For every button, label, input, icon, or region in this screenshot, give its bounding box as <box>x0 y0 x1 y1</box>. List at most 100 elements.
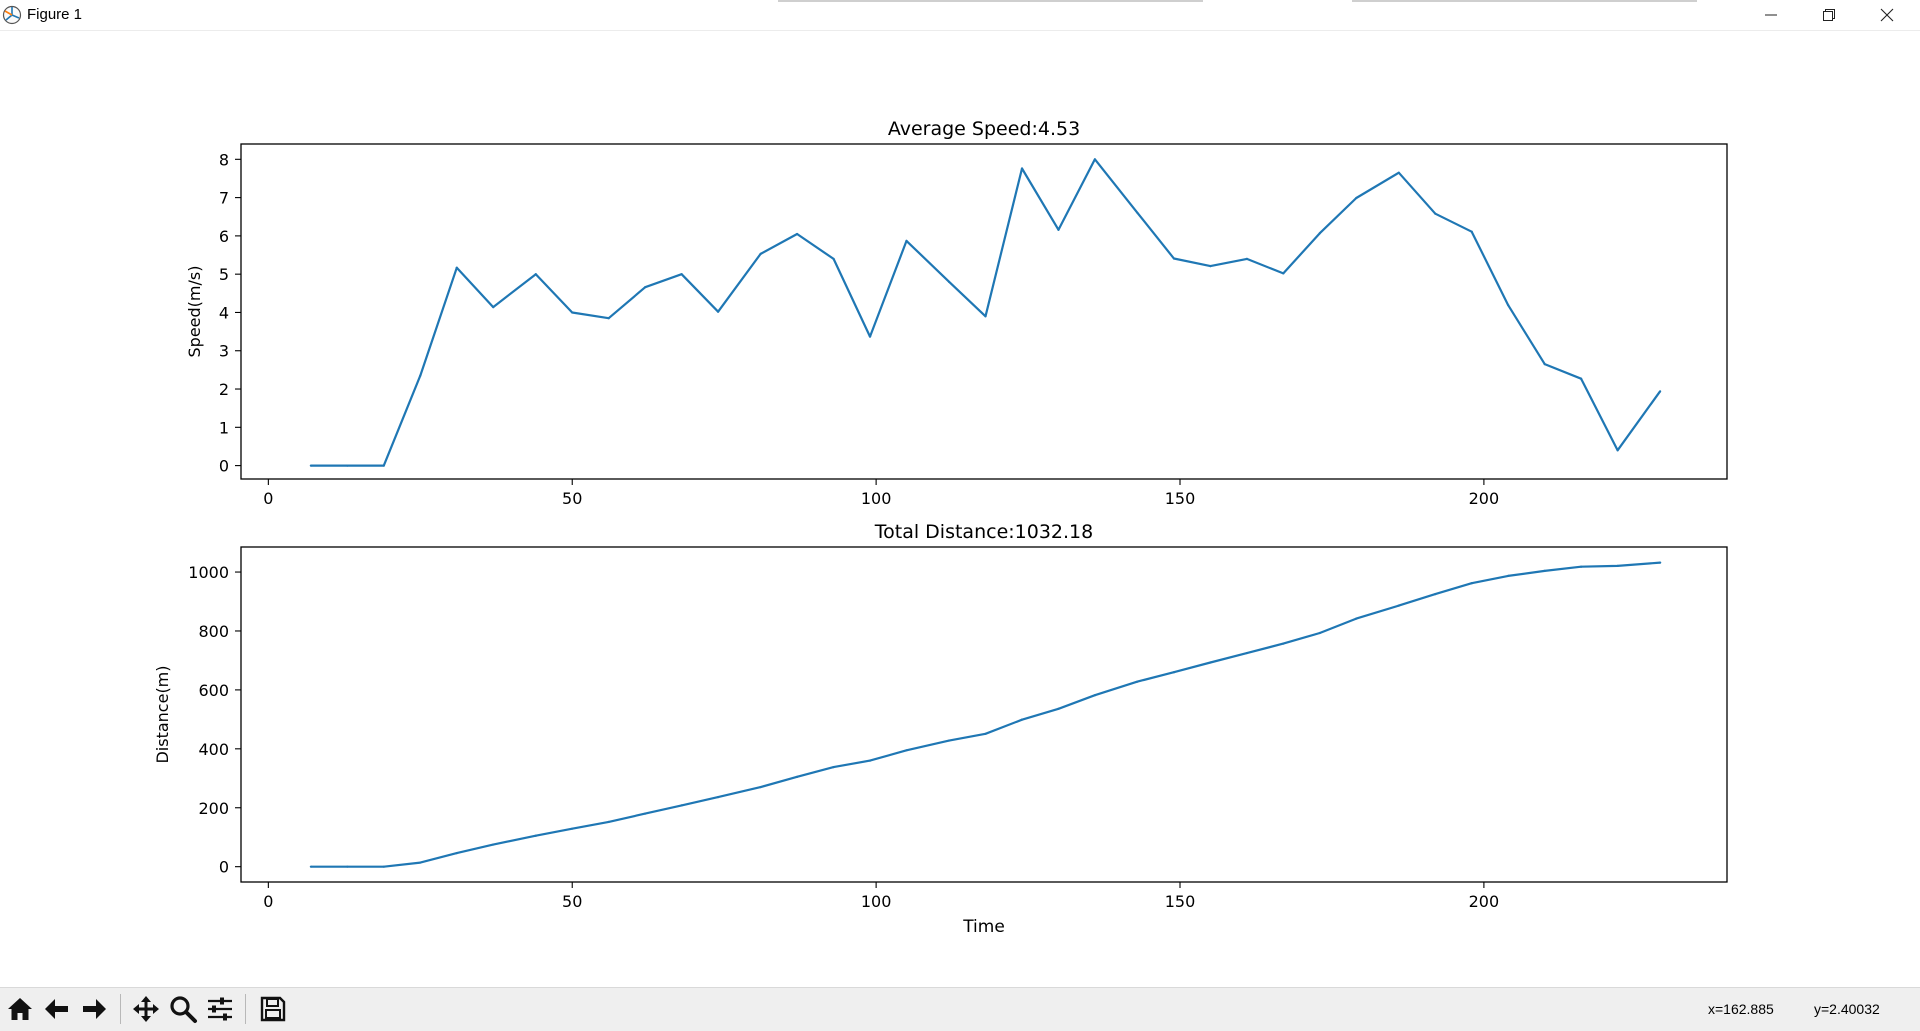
data-point <box>1580 377 1583 380</box>
cursor-x-readout: x=162.885 <box>1708 1001 1774 1017</box>
y-tick-label: 7 <box>219 189 229 208</box>
configure-subplots-button[interactable] <box>203 992 237 1026</box>
toolbar-separator <box>120 994 121 1024</box>
data-point <box>1057 228 1060 231</box>
data-point <box>1616 449 1619 452</box>
x-tick-label: 200 <box>1469 489 1500 508</box>
data-point <box>1282 272 1285 275</box>
y-tick-label: 400 <box>198 740 229 759</box>
data-point <box>832 765 835 769</box>
x-axis-label: Time <box>962 917 1005 937</box>
data-point <box>905 749 908 752</box>
data-point <box>1209 265 1212 268</box>
x-tick-label: 0 <box>263 892 273 911</box>
zoom-icon <box>170 996 197 1023</box>
data-point <box>534 834 537 837</box>
x-tick-label: 50 <box>562 489 582 508</box>
data-point <box>1093 694 1097 697</box>
data-point <box>1245 651 1248 655</box>
data-point <box>1057 707 1060 710</box>
series-line <box>310 158 1661 467</box>
data-point <box>759 252 762 255</box>
forward-button[interactable] <box>77 992 111 1026</box>
data-point <box>680 273 683 276</box>
data-point <box>717 796 720 799</box>
y-tick-label: 4 <box>219 303 229 322</box>
data-point <box>1397 604 1400 607</box>
save-button[interactable] <box>256 992 290 1026</box>
navigation-toolbar: x=162.885 y=2.40032 <box>0 987 1920 1031</box>
data-point <box>1659 390 1662 393</box>
data-point <box>1355 196 1358 200</box>
restore-icon <box>1823 9 1835 21</box>
figure-icon <box>2 5 22 25</box>
data-point <box>1136 680 1139 683</box>
data-point <box>759 786 762 789</box>
data-point <box>571 827 574 830</box>
window-title: Figure 1 <box>27 6 83 23</box>
y-tick-label: 8 <box>219 150 229 169</box>
data-point <box>832 257 835 260</box>
data-point <box>1136 211 1139 215</box>
data-point <box>905 239 908 242</box>
data-point <box>382 865 385 868</box>
data-point <box>492 843 495 846</box>
y-tick-label: 800 <box>198 622 229 641</box>
pan-button[interactable] <box>129 992 163 1026</box>
home-button[interactable] <box>3 992 37 1026</box>
y-tick-label: 6 <box>219 227 229 246</box>
data-point <box>1172 257 1176 260</box>
back-icon <box>45 999 68 1019</box>
back-button[interactable] <box>40 992 74 1026</box>
y-tick-label: 0 <box>219 457 229 476</box>
minimize-button[interactable] <box>1748 0 1794 30</box>
y-tick-label: 0 <box>219 858 229 877</box>
data-point <box>1209 661 1212 664</box>
data-point <box>1470 230 1473 233</box>
subplot-2 <box>235 546 1728 888</box>
chart-title: Average Speed:4.53 <box>888 118 1080 140</box>
data-point <box>717 310 720 313</box>
data-point <box>346 865 349 868</box>
y-axis-label: Distance(m) <box>153 665 172 763</box>
data-point <box>868 759 872 762</box>
data-point <box>382 464 385 467</box>
data-point <box>1020 167 1024 170</box>
save-icon <box>260 996 286 1022</box>
cursor-y-readout: y=2.40032 <box>1814 1001 1880 1017</box>
zoom-button[interactable] <box>166 992 200 1026</box>
axes-frame <box>240 546 1728 883</box>
window-titlebar: Figure 1 <box>0 0 1920 31</box>
data-point <box>947 280 951 283</box>
close-icon <box>1880 8 1894 22</box>
data-point <box>1282 642 1285 645</box>
y-tick-label: 200 <box>198 799 229 818</box>
x-tick-label: 0 <box>263 489 273 508</box>
restore-button[interactable] <box>1806 0 1852 30</box>
background-window-edge <box>778 0 1203 2</box>
data-point <box>1172 671 1176 674</box>
data-point <box>492 305 495 309</box>
axes-frame <box>240 143 1728 480</box>
y-tick-label: 2 <box>219 380 229 399</box>
data-point <box>984 315 987 318</box>
figure-canvas[interactable]: 0 50 100 150 200 0 1 2 3 4 5 6 7 8 Average Speed:4.53 S… <box>0 30 1920 987</box>
data-point <box>796 232 799 236</box>
data-point <box>534 273 537 276</box>
data-point <box>607 820 610 823</box>
data-point <box>1318 631 1321 635</box>
data-point <box>868 335 872 338</box>
data-point <box>309 865 312 868</box>
y-tick-label: 600 <box>198 681 229 700</box>
data-point <box>1397 171 1400 174</box>
data-point <box>644 286 647 289</box>
y-tick-label: 1 <box>219 418 229 437</box>
background-window-edge <box>1352 0 1697 2</box>
data-point <box>1507 304 1510 307</box>
close-button[interactable] <box>1864 0 1910 30</box>
data-point <box>571 311 574 314</box>
y-tick-label: 5 <box>219 265 229 284</box>
data-point <box>947 739 951 742</box>
x-tick-label: 100 <box>861 892 892 911</box>
data-point <box>1543 569 1546 572</box>
